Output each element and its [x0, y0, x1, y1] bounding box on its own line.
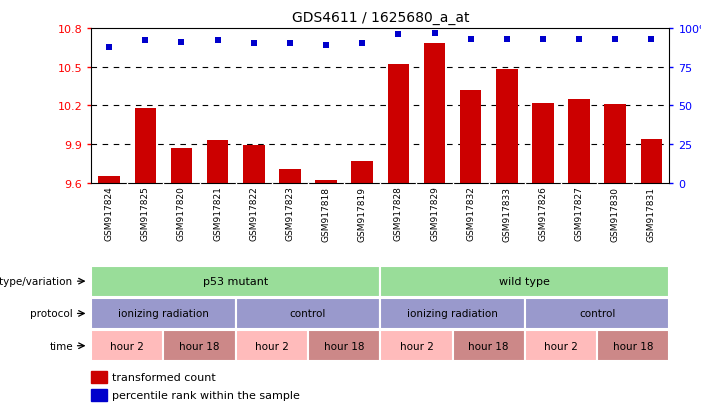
Bar	[496, 70, 517, 183]
Point	[393, 32, 404, 38]
Text: hour 18: hour 18	[468, 341, 509, 351]
Text: hour 18: hour 18	[324, 341, 365, 351]
Text: wild type: wild type	[499, 276, 550, 287]
Bar	[569, 100, 590, 183]
Bar	[604, 105, 626, 183]
Text: hour 2: hour 2	[544, 341, 578, 351]
Text: hour 18: hour 18	[179, 341, 220, 351]
Bar	[135, 109, 156, 183]
Bar	[91, 389, 107, 401]
Point	[429, 30, 440, 37]
Text: hour 2: hour 2	[110, 341, 144, 351]
Point	[538, 36, 549, 43]
Bar	[98, 177, 120, 183]
Point	[646, 36, 657, 43]
Point	[139, 38, 151, 45]
Bar	[351, 161, 373, 183]
Text: genotype/variation: genotype/variation	[0, 276, 73, 287]
Text: time: time	[49, 341, 73, 351]
Bar	[279, 169, 301, 183]
Point	[573, 36, 585, 43]
Text: ionizing radiation: ionizing radiation	[118, 309, 209, 319]
Bar	[315, 181, 337, 183]
Point	[212, 38, 223, 45]
Text: protocol: protocol	[30, 309, 73, 319]
Text: hour 18: hour 18	[613, 341, 653, 351]
Bar	[243, 146, 265, 183]
Bar	[207, 141, 229, 183]
Text: p53 mutant: p53 mutant	[203, 276, 268, 287]
Bar	[460, 91, 482, 183]
Point	[357, 41, 368, 47]
Text: hour 2: hour 2	[255, 341, 289, 351]
Point	[465, 36, 476, 43]
Point	[320, 43, 332, 49]
Text: control: control	[579, 309, 615, 319]
Bar	[641, 140, 662, 183]
Bar	[170, 149, 192, 183]
Point	[610, 36, 621, 43]
Bar	[532, 104, 554, 183]
Point	[248, 41, 259, 47]
Bar	[423, 44, 445, 183]
Point	[501, 36, 512, 43]
Point	[176, 40, 187, 46]
Bar	[388, 65, 409, 183]
Text: transformed count: transformed count	[112, 372, 216, 382]
Bar	[91, 371, 107, 383]
Text: hour 2: hour 2	[400, 341, 433, 351]
Point	[285, 41, 296, 47]
Text: ionizing radiation: ionizing radiation	[407, 309, 498, 319]
Title: GDS4611 / 1625680_a_at: GDS4611 / 1625680_a_at	[292, 11, 469, 25]
Point	[104, 44, 115, 51]
Text: control: control	[290, 309, 326, 319]
Text: percentile rank within the sample: percentile rank within the sample	[112, 390, 300, 400]
